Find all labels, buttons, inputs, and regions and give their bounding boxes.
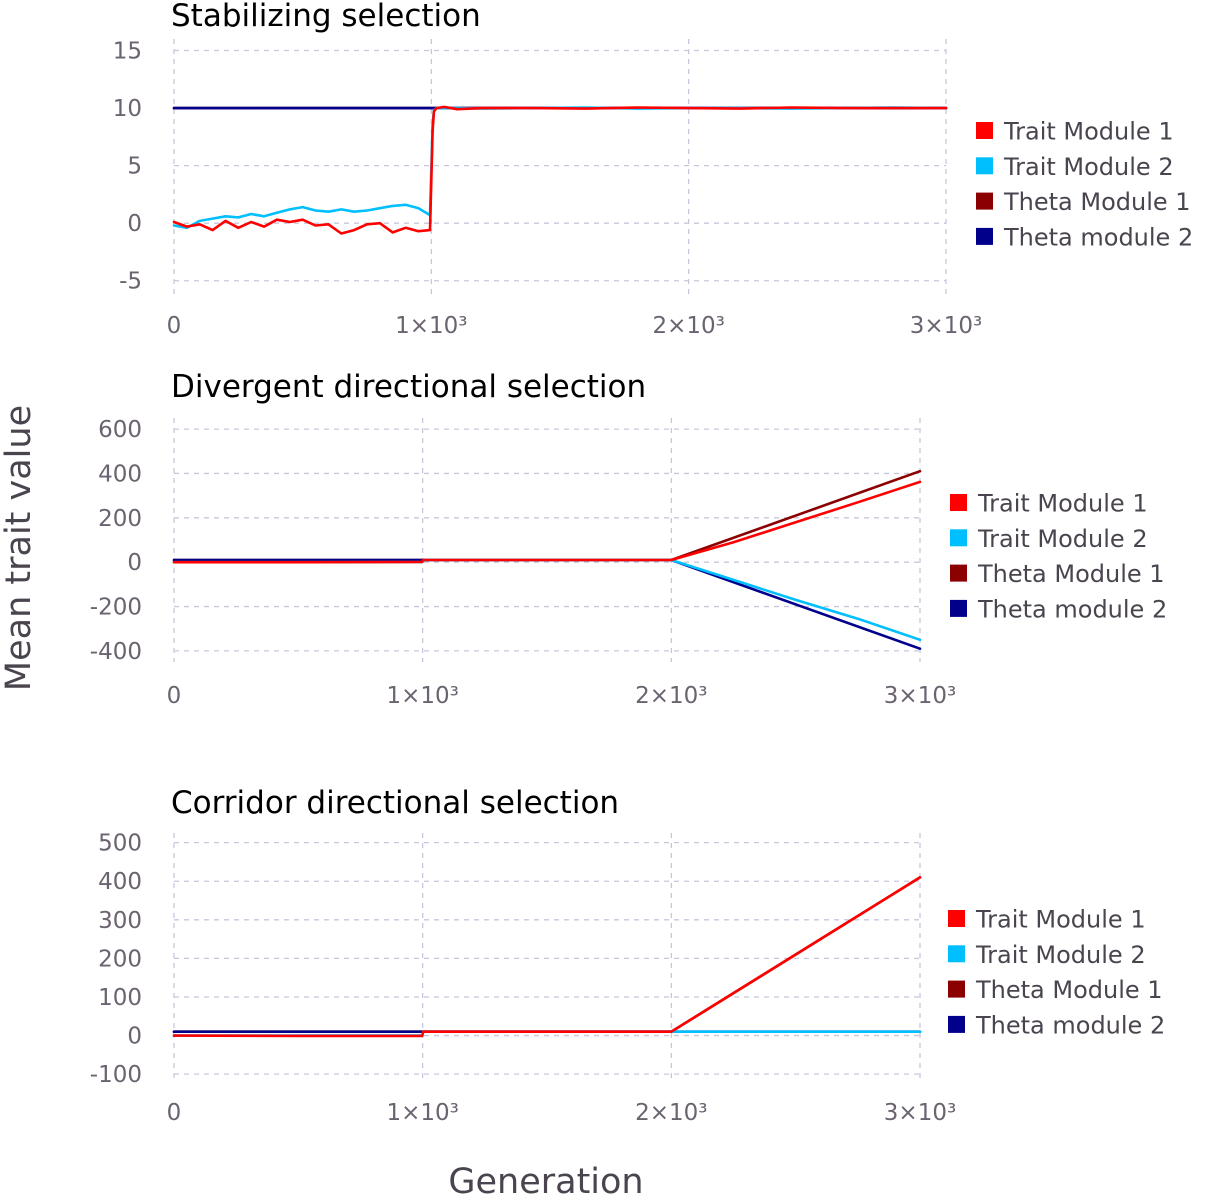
y-tick-label: 200 — [98, 506, 142, 532]
legend-swatch — [976, 192, 993, 210]
y-tick-label: 0 — [127, 1024, 142, 1050]
legend-label: Theta module 2 — [1003, 223, 1193, 251]
legend-swatch — [976, 227, 993, 245]
x-tick-label: 3×10³ — [884, 1100, 956, 1126]
series-line-3 — [172, 876, 922, 1033]
y-tick-label: 5 — [127, 154, 142, 180]
legend-label: Theta Module 1 — [977, 560, 1165, 588]
legend-label: Trait Module 2 — [977, 525, 1148, 553]
chart-panel-1: Stabilizing selection -5 0 5 10 15 0 1×10³ 2×10³… — [113, 0, 1194, 339]
legend-label: Trait Module 1 — [975, 906, 1146, 934]
series-line-3 — [172, 469, 922, 562]
series-line-1 — [172, 876, 922, 1038]
x-tick-label: 1×10³ — [386, 1100, 458, 1126]
y-tick-label: 300 — [98, 908, 142, 934]
y-tick-label: 500 — [98, 831, 142, 857]
chart-title: Divergent directional selection — [171, 369, 646, 405]
legend: Trait Module 1 Trait Module 2 Theta Module… — [976, 118, 1193, 251]
legend-swatch — [950, 564, 967, 582]
y-tick-label: -200 — [90, 595, 142, 621]
y-tick-label: 200 — [98, 946, 142, 972]
legend-swatch — [950, 529, 967, 547]
chart-title: Stabilizing selection — [171, 0, 481, 34]
y-axis-label: Mean trait value — [0, 405, 39, 691]
legend-swatch — [950, 599, 967, 617]
x-axis-label: Generation — [448, 1162, 643, 1195]
series-line-2 — [172, 106, 948, 230]
x-tick-label: 3×10³ — [910, 313, 982, 339]
series-line-2 — [172, 558, 922, 642]
y-tick-label: 400 — [98, 461, 142, 487]
legend-swatch — [950, 494, 967, 511]
y-tick-label: -400 — [90, 639, 142, 665]
legend-swatch — [948, 945, 965, 963]
x-tick-label: 2×10³ — [635, 1100, 707, 1126]
x-tick-label: 0 — [167, 313, 182, 339]
series-line-1 — [172, 480, 922, 564]
legend-swatch — [948, 980, 965, 998]
x-tick-label: 1×10³ — [395, 313, 467, 339]
chart-panel-2: Divergent directional selection -400 -200 0… — [90, 369, 1167, 709]
y-tick-label: 15 — [113, 39, 142, 65]
legend: Trait Module 1 Trait Module 2 Theta Module… — [948, 906, 1165, 1039]
y-tick-label: 0 — [127, 211, 142, 237]
legend-label: Trait Module 1 — [1003, 118, 1174, 146]
x-tick-label: 2×10³ — [652, 313, 724, 339]
legend: Trait Module 1 Trait Module 2 Theta Module… — [950, 490, 1167, 623]
legend-label: Theta module 2 — [975, 1011, 1165, 1039]
y-tick-label: 600 — [98, 417, 142, 443]
y-tick-label: 0 — [127, 550, 142, 576]
y-tick-label: -100 — [90, 1062, 142, 1088]
chart-panel-3: Corridor directional selection -100 0 100 20… — [90, 785, 1165, 1126]
y-tick-label: -5 — [119, 269, 142, 295]
legend-label: Theta Module 1 — [1003, 188, 1191, 216]
x-tick-label: 3×10³ — [884, 683, 956, 709]
legend-swatch — [976, 157, 993, 175]
x-tick-label: 1×10³ — [386, 683, 458, 709]
legend-label: Theta module 2 — [977, 595, 1167, 623]
legend-label: Trait Module 1 — [977, 490, 1148, 518]
y-tick-label: 100 — [98, 985, 142, 1011]
legend-swatch — [976, 122, 993, 139]
chart-title: Corridor directional selection — [171, 785, 619, 821]
legend-label: Trait Module 2 — [1003, 153, 1174, 181]
y-tick-label: 400 — [98, 869, 142, 895]
x-tick-label: 0 — [167, 1100, 182, 1126]
legend-label: Theta Module 1 — [975, 976, 1163, 1004]
legend-swatch — [948, 910, 965, 927]
legend-label: Trait Module 2 — [975, 941, 1146, 969]
x-tick-label: 2×10³ — [635, 683, 707, 709]
x-tick-label: 0 — [167, 683, 182, 709]
legend-swatch — [948, 1015, 965, 1033]
series-line-1 — [172, 105, 948, 235]
y-tick-label: 10 — [113, 96, 142, 122]
